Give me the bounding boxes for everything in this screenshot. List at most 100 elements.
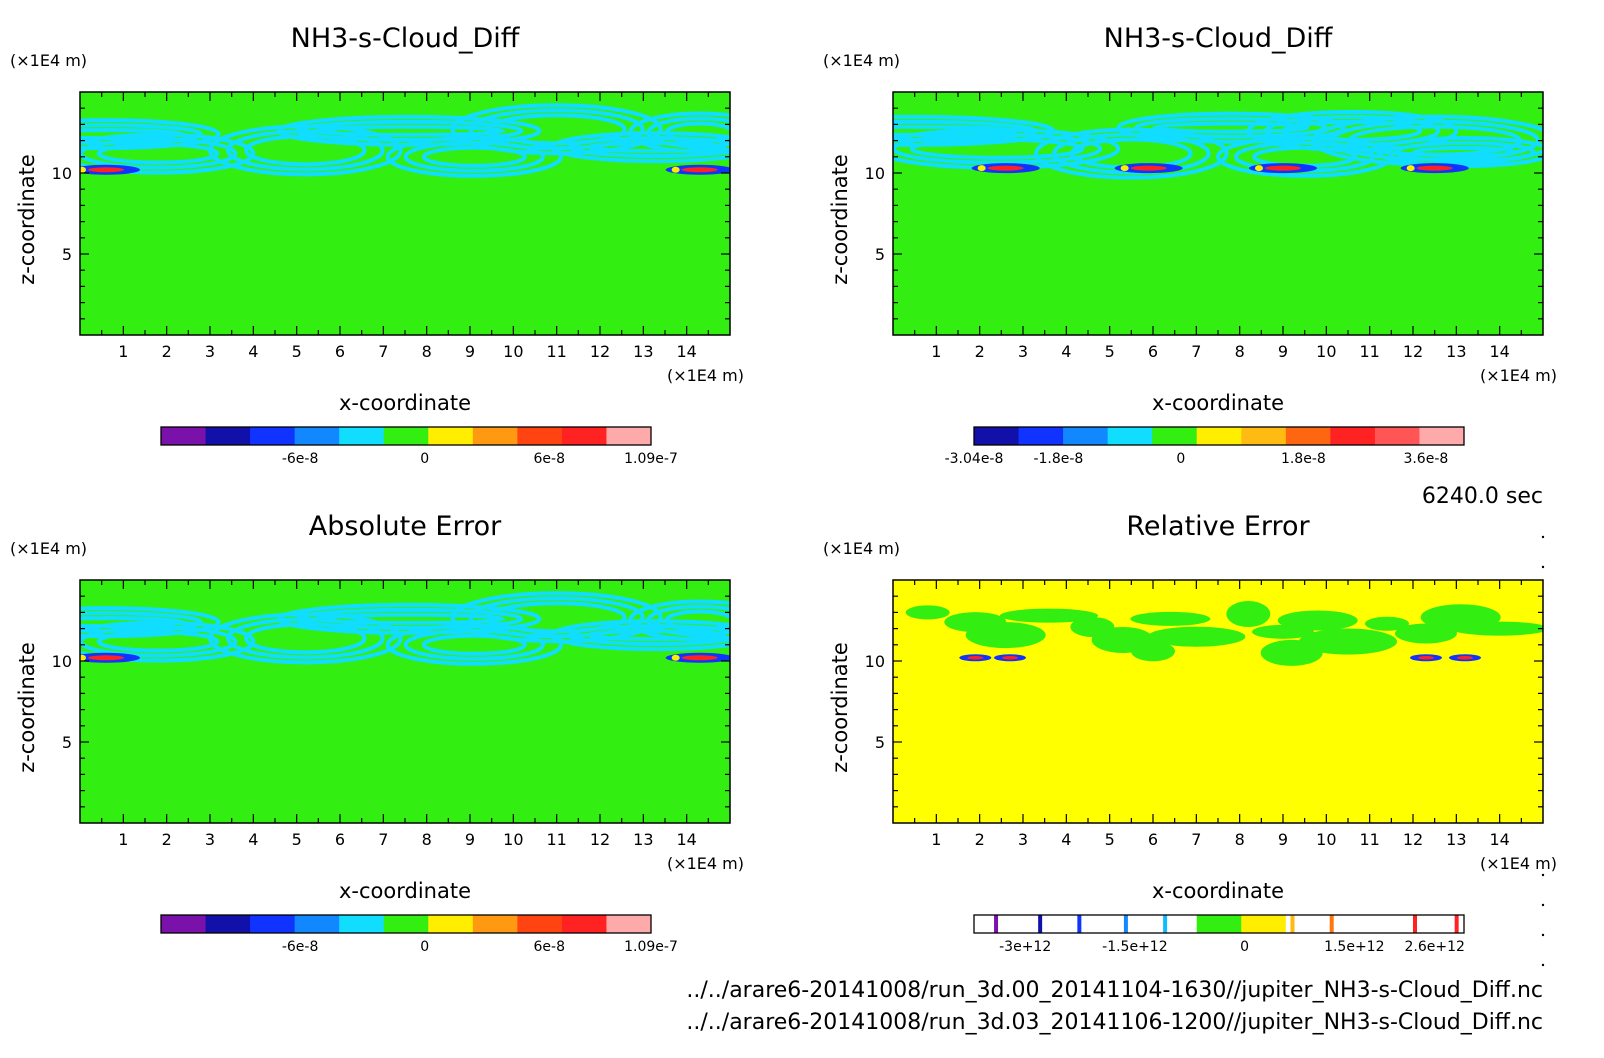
x-tick-label: 9 (1278, 342, 1288, 361)
field-core (1406, 165, 1415, 172)
error-patch (1450, 621, 1543, 636)
colorbar-swatch (1241, 427, 1287, 445)
contour-line (646, 116, 730, 149)
y-tick-label: 10 (52, 652, 72, 671)
contour-line (1246, 109, 1459, 152)
colorbar-swatch (1330, 427, 1376, 445)
x-tick-label: 11 (546, 342, 566, 361)
x-unit-label: (×1E4 m) (1480, 366, 1557, 385)
error-patch (1260, 639, 1323, 666)
contour-line (226, 129, 385, 172)
contour-line (421, 145, 528, 168)
contour-field (80, 591, 730, 666)
colorbar-tick-label: 0 (420, 939, 429, 955)
error-patch (1000, 608, 1098, 623)
x-tick-label: 2 (975, 830, 985, 849)
y-tick-label: 5 (875, 733, 885, 752)
colorbar-swatch (606, 427, 652, 445)
colorbar-swatch (250, 915, 296, 933)
colorbar-frame (160, 426, 652, 446)
field-core (88, 655, 124, 661)
colorbar-swatch (428, 427, 474, 445)
y-axis-label: z-coordinate (15, 642, 39, 773)
field-core (681, 167, 718, 173)
x-tick-label: 8 (422, 830, 432, 849)
contour-line (586, 141, 727, 154)
field-core (1255, 165, 1263, 172)
y-tick-label: 5 (875, 245, 885, 264)
contour-line (80, 132, 256, 175)
colorbar-mark (1290, 915, 1295, 933)
colorbar-swatch (1063, 427, 1109, 445)
x-tick-label: 9 (465, 830, 475, 849)
colorbar-mark (1123, 915, 1128, 933)
colorbar-mark (1413, 915, 1417, 933)
contour-line (646, 604, 730, 637)
colorbar-swatch (561, 427, 607, 445)
contour-line (664, 609, 730, 632)
colorbar-tick-label: 6e-8 (534, 451, 565, 467)
x-tick-label: 5 (292, 830, 302, 849)
contour-line (96, 142, 220, 165)
error-patch (1277, 610, 1358, 631)
contour-line (385, 135, 564, 178)
contour-line (244, 622, 367, 655)
x-tick-label: 8 (1235, 342, 1245, 361)
x-axis-label: x-coordinate (1152, 879, 1284, 903)
colorbar-tick-label: 1.09e-7 (624, 939, 678, 955)
y-axis-label: z-coordinate (828, 642, 852, 773)
y-tick-label: 5 (62, 733, 72, 752)
colorbar-swatch (561, 915, 607, 933)
x-tick-label: 9 (1278, 830, 1288, 849)
x-tick-label: 13 (1446, 830, 1466, 849)
colorbar: -6e-8 0 6e-8 1.09e-7 (160, 914, 678, 955)
error-patch (1130, 611, 1211, 626)
colorbar-mark (1329, 915, 1334, 933)
plot-title: Absolute Error (309, 511, 502, 542)
colorbar-swatch (974, 427, 1020, 445)
contour-line (313, 124, 506, 137)
colorbar: -3e+12 -1.5e+12 0 1.5e+12 2.6e+12 (973, 914, 1465, 955)
x-unit-label: (×1E4 m) (667, 854, 744, 873)
colorbar-swatch (1018, 427, 1064, 445)
contour-line (313, 612, 506, 625)
colorbar-swatch (472, 915, 518, 933)
colorbar-swatch (339, 427, 385, 445)
x-tick-label: 4 (248, 342, 258, 361)
x-tick-label: 14 (1489, 830, 1509, 849)
colorbar-frame (160, 914, 652, 934)
x-tick-label: 3 (1018, 342, 1028, 361)
contour-line (1152, 121, 1310, 134)
contour-line (450, 103, 663, 156)
error-core (1457, 655, 1473, 660)
error-patch (965, 622, 1046, 649)
x-tick-label: 3 (1018, 830, 1028, 849)
y-tick-label: 10 (52, 164, 72, 183)
contour-line (1134, 116, 1328, 139)
colorbar-swatch (1285, 915, 1331, 933)
colorbar-swatch (294, 427, 340, 445)
field-core (1265, 165, 1301, 171)
y-unit-label: (×1E4 m) (823, 51, 900, 70)
x-tick-label: 12 (1403, 342, 1423, 361)
x-axis-label: x-coordinate (339, 391, 471, 415)
x-tick-label: 7 (378, 830, 388, 849)
x-axis-label: x-coordinate (1152, 391, 1284, 415)
field-core (1120, 165, 1129, 172)
colorbar-tick-label: -3.04e-8 (945, 451, 1004, 467)
y-tick-label: 10 (865, 652, 885, 671)
x-tick-label: 14 (676, 830, 696, 849)
colorbar-swatch (517, 427, 563, 445)
colorbar-mark (1077, 915, 1082, 933)
contour-line (664, 121, 730, 144)
colorbar-swatch (1285, 427, 1331, 445)
contour-line (550, 131, 730, 164)
colorbar-mark (994, 915, 999, 933)
x-tick-label: 9 (465, 342, 475, 361)
error-patch (1299, 628, 1397, 655)
x-tick-label: 12 (1403, 830, 1423, 849)
x-tick-label: 2 (975, 342, 985, 361)
field-core (987, 165, 1024, 171)
colorbar-frame (973, 426, 1465, 446)
